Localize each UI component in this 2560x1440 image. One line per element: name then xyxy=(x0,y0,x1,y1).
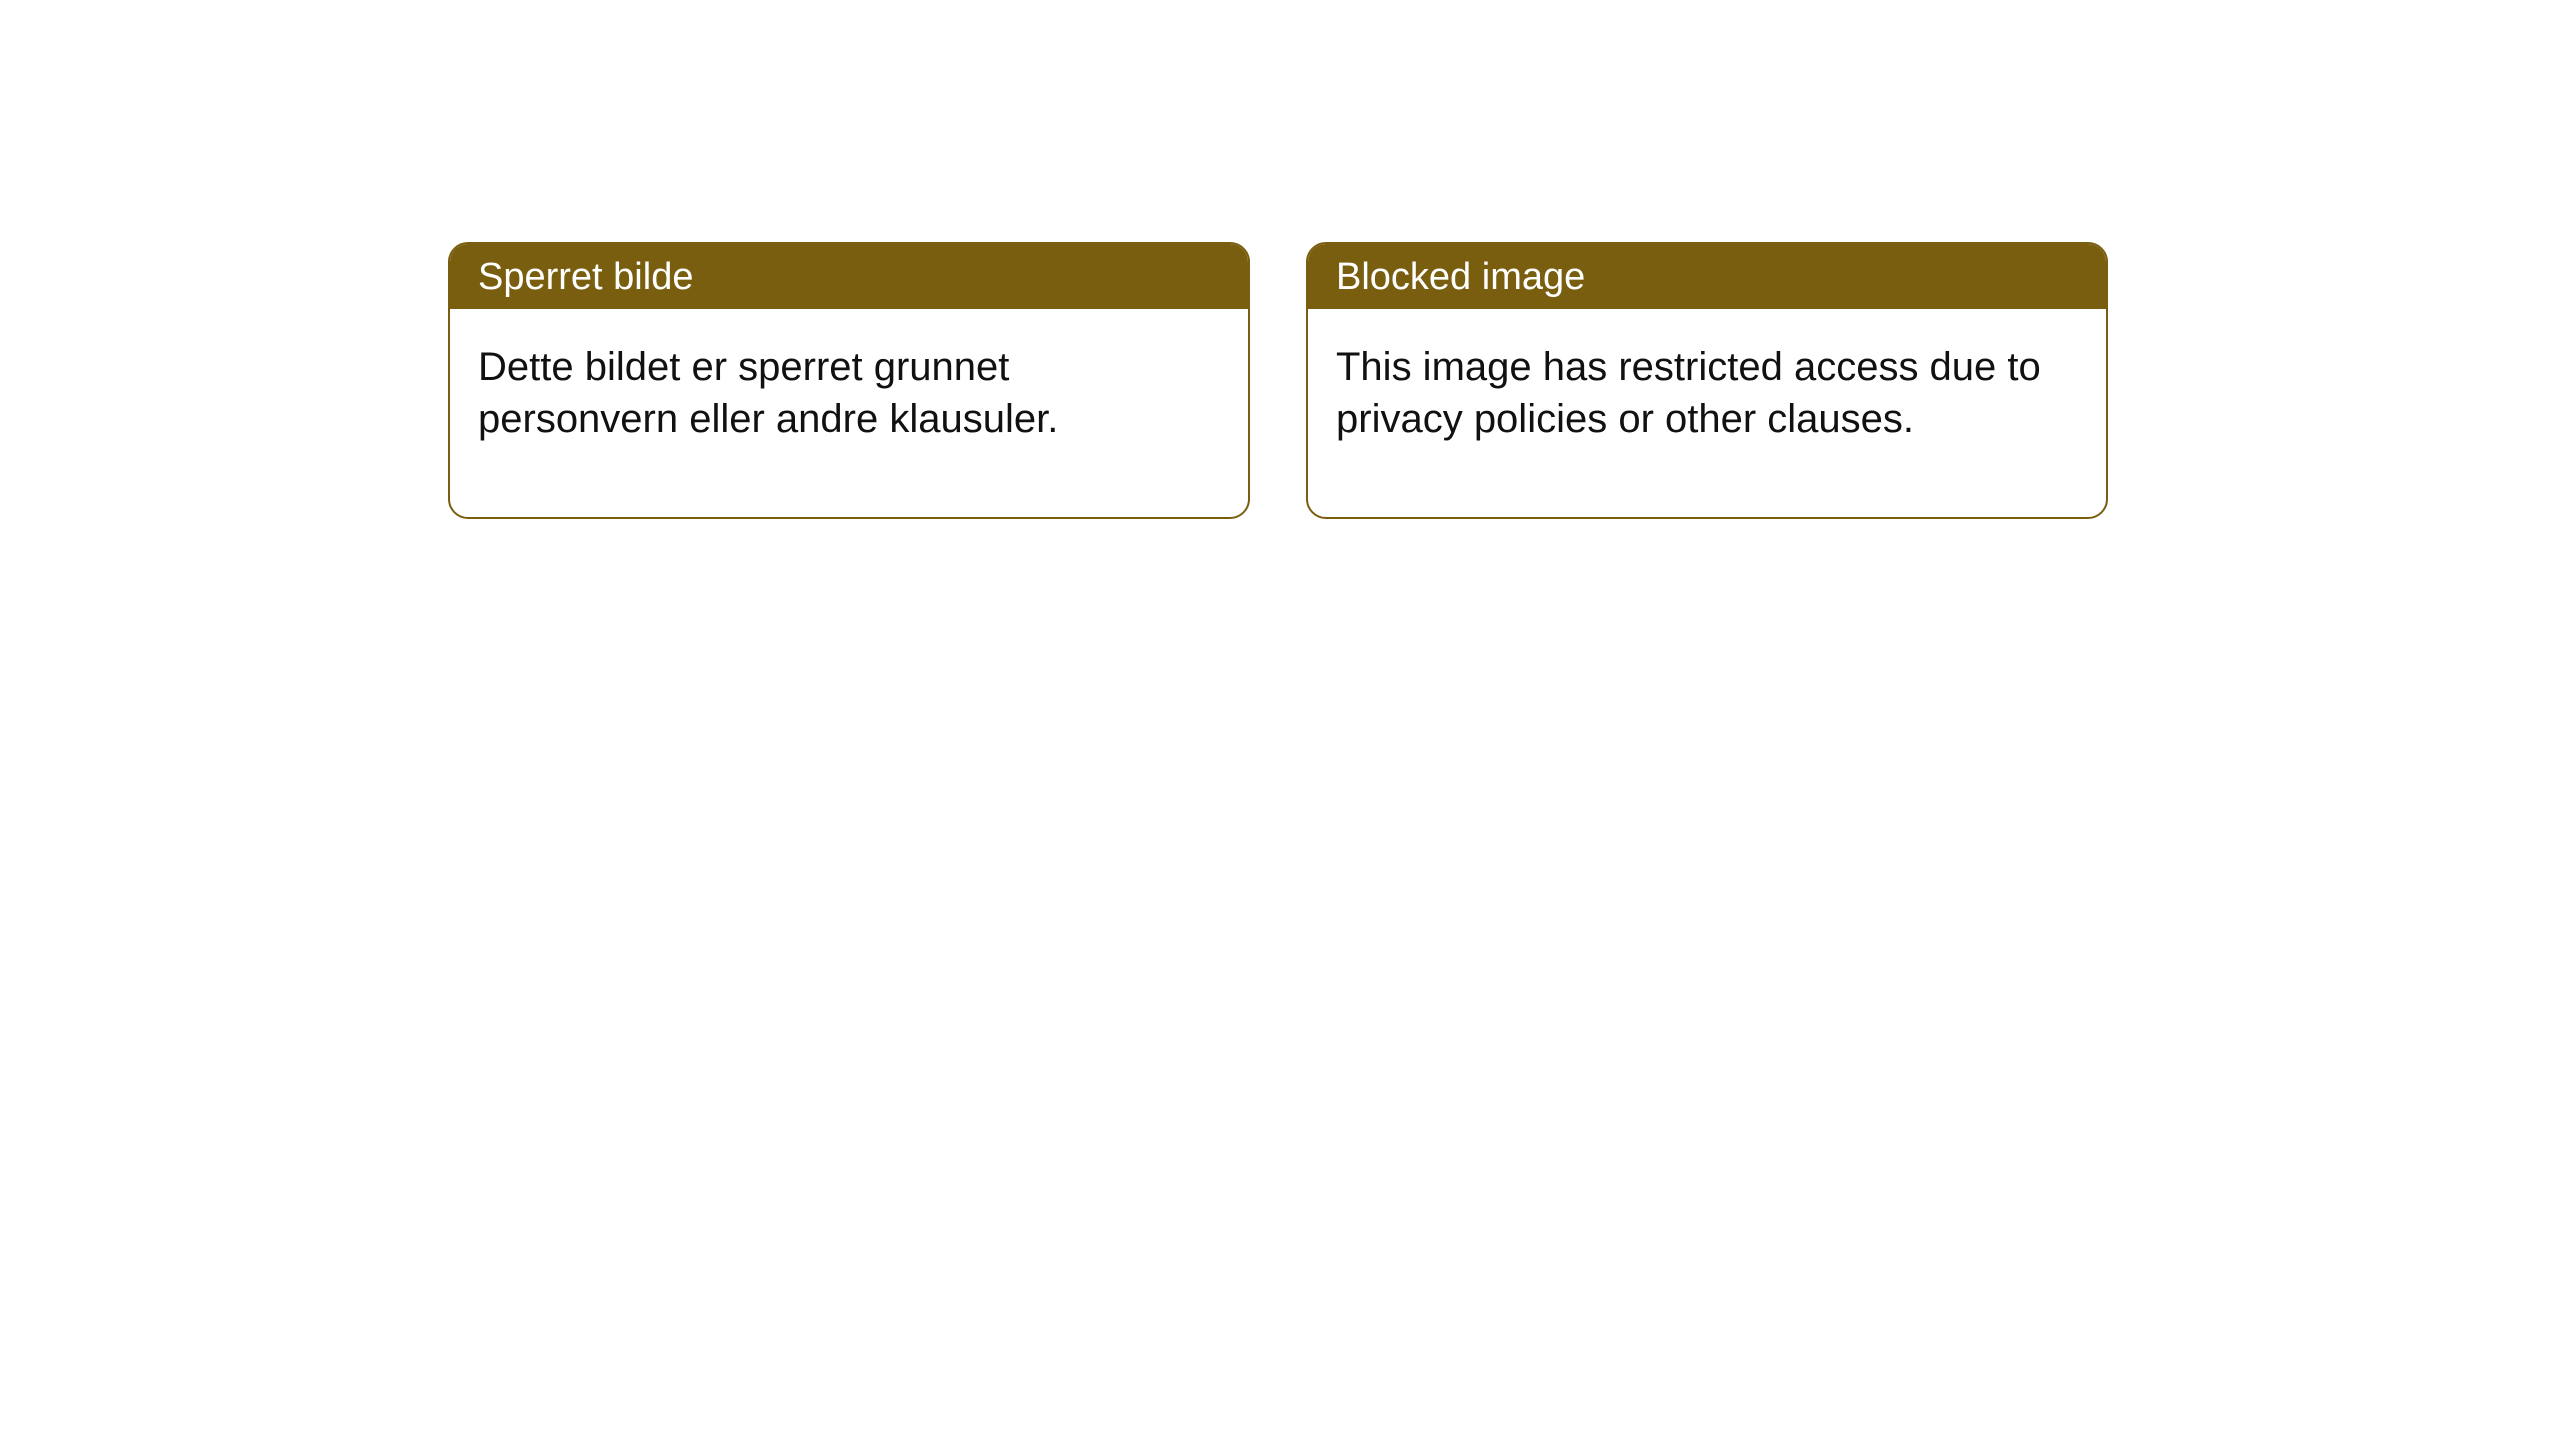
notice-card-norwegian: Sperret bilde Dette bildet er sperret gr… xyxy=(448,242,1250,519)
notice-header: Sperret bilde xyxy=(450,244,1248,309)
notice-container: Sperret bilde Dette bildet er sperret gr… xyxy=(448,242,2108,519)
notice-body: This image has restricted access due to … xyxy=(1308,309,2106,517)
notice-header: Blocked image xyxy=(1308,244,2106,309)
notice-card-english: Blocked image This image has restricted … xyxy=(1306,242,2108,519)
notice-body: Dette bildet er sperret grunnet personve… xyxy=(450,309,1248,517)
